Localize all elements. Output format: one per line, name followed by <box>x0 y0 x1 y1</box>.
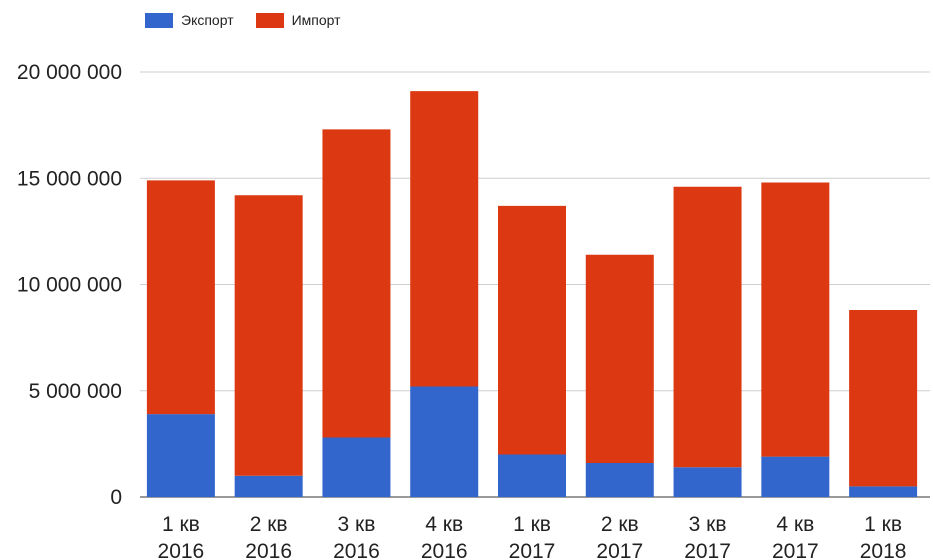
bar-export[interactable] <box>673 467 742 497</box>
legend-item-import[interactable]: Импорт <box>255 12 341 28</box>
legend-swatch-import <box>255 12 284 28</box>
y-tick-label: 10 000 000 <box>17 274 122 297</box>
bar-import[interactable] <box>322 129 391 438</box>
legend-label-import: Импорт <box>291 12 341 28</box>
bar-export[interactable] <box>234 475 303 497</box>
x-tick-label: 1 кв <box>864 513 902 536</box>
bar-export[interactable] <box>585 463 654 497</box>
bar-export[interactable] <box>761 456 830 497</box>
bar-import[interactable] <box>234 195 303 476</box>
x-tick-label: 1 кв <box>513 513 551 536</box>
bar-import[interactable] <box>761 182 830 457</box>
bar-export[interactable] <box>322 437 391 498</box>
bar-import[interactable] <box>585 254 654 463</box>
x-tick-label: 1 кв <box>162 513 200 536</box>
legend-item-export[interactable]: Экспорт <box>145 12 234 28</box>
bar-import[interactable] <box>498 205 566 455</box>
y-tick-label: 15 000 000 <box>17 167 122 190</box>
x-tick-label: 2018 <box>860 540 907 560</box>
y-tick-label: 0 <box>110 486 122 509</box>
x-tick-label: 2017 <box>684 540 731 560</box>
legend: Экспорт Импорт <box>145 12 341 28</box>
y-tick-label: 5 000 000 <box>29 380 122 403</box>
x-tick-label: 3 кв <box>689 513 727 536</box>
y-tick-label: 20 000 000 <box>17 61 122 84</box>
bar-export[interactable] <box>410 386 479 498</box>
legend-swatch-export <box>145 12 173 28</box>
x-tick-label: 2017 <box>509 540 556 560</box>
x-tick-label: 4 кв <box>776 513 814 536</box>
bar-import[interactable] <box>673 186 742 468</box>
x-tick-label: 2016 <box>245 540 292 560</box>
x-tick-label: 2016 <box>421 540 468 560</box>
bar-export[interactable] <box>146 414 215 497</box>
legend-label-export: Экспорт <box>181 12 234 28</box>
x-tick-label: 2 кв <box>250 513 288 536</box>
x-tick-label: 2016 <box>158 540 205 560</box>
x-tick-label: 3 кв <box>338 513 376 536</box>
bar-import[interactable] <box>146 180 215 415</box>
x-tick-label: 4 кв <box>425 513 463 536</box>
bar-export[interactable] <box>498 454 566 498</box>
x-tick-label: 2016 <box>333 540 380 560</box>
bar-import[interactable] <box>849 310 918 487</box>
x-tick-label: 2 кв <box>601 513 639 536</box>
x-tick-label: 2017 <box>772 540 819 560</box>
bar-export[interactable] <box>849 486 918 497</box>
bar-import[interactable] <box>410 91 479 387</box>
x-tick-label: 2017 <box>596 540 643 560</box>
